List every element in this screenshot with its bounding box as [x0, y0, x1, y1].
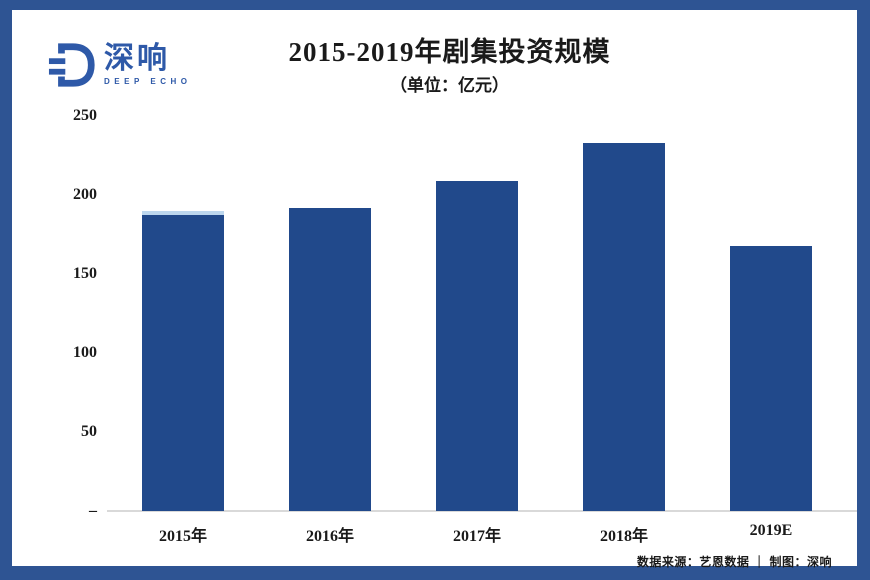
- chart-canvas: 深响 DEEP ECHO 2015-2019年剧集投资规模 （单位：亿元） 25…: [12, 10, 857, 569]
- deep-echo-logo-icon: [48, 43, 95, 87]
- chart-unit-subtitle: （单位：亿元）: [390, 75, 509, 95]
- bar-chart: 250 200 150 100 50 – 2015年 2016年 2017年 2018年 2019E: [12, 10, 870, 580]
- logo-en-name: DEEP ECHO: [104, 77, 192, 86]
- logo-cn-name: 深响: [104, 42, 170, 75]
- bar-2017年: [436, 180, 518, 511]
- data-source-note: 数据来源：艺恩数据 ｜ 制图：深响: [636, 555, 832, 569]
- y-axis-tick-250: 250: [73, 107, 97, 124]
- y-axis-tick-150: 150: [73, 265, 97, 282]
- y-axis-tick-0: –: [89, 502, 97, 519]
- y-axis-tick-200: 200: [73, 186, 97, 203]
- logo-text: 深响 DEEP ECHO: [104, 42, 192, 87]
- chart-title: 2015-2019年剧集投资规模: [288, 37, 611, 67]
- x-axis-label-2019E: 2019E: [749, 522, 793, 539]
- bar-2016年: [289, 207, 371, 511]
- x-axis-label-2015年: 2015年: [158, 528, 207, 545]
- title-block: 2015-2019年剧集投资规模 （单位：亿元）: [12, 37, 857, 96]
- y-axis-tick-50: 50: [81, 423, 97, 440]
- x-axis-line: [107, 510, 857, 512]
- bar-highlight-cap: [142, 210, 224, 215]
- bar-2018年: [583, 142, 665, 511]
- x-axis-label-2017年: 2017年: [452, 528, 501, 545]
- bar-2015年: [142, 210, 224, 511]
- x-axis-label-2018年: 2018年: [599, 528, 648, 545]
- deep-echo-logo: 深响 DEEP ECHO: [48, 40, 191, 90]
- bar-2019E: [730, 245, 812, 511]
- y-axis-tick-100: 100: [73, 344, 97, 361]
- x-axis-label-2016年: 2016年: [305, 528, 354, 545]
